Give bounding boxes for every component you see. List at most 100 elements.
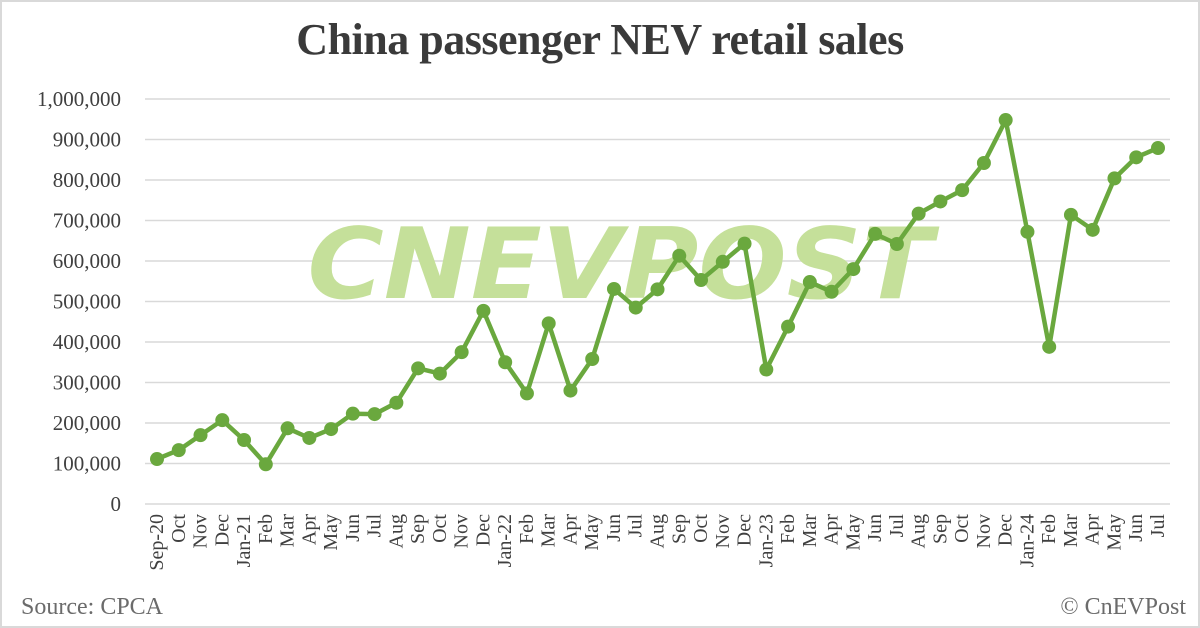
x-tick-label: Nov	[973, 514, 995, 548]
x-tick-label: Jun	[603, 514, 625, 542]
x-tick-label: Sep-20	[146, 514, 168, 571]
y-tick-label: 600,000	[53, 249, 121, 273]
data-point-marker	[476, 303, 491, 318]
x-tick-label: Mar	[1060, 514, 1082, 548]
data-point-marker	[193, 428, 208, 443]
y-tick-label: 100,000	[53, 452, 121, 476]
data-point-marker	[715, 254, 730, 269]
data-point-marker	[1107, 171, 1122, 186]
x-tick-label: Feb	[255, 514, 277, 544]
x-tick-label: Jul	[886, 514, 908, 538]
x-tick-label: Feb	[516, 514, 538, 544]
data-point-marker	[171, 443, 186, 458]
data-point-marker	[955, 183, 970, 198]
x-tick-label: Jun	[1125, 514, 1147, 542]
x-tick-label: Nov	[712, 514, 734, 548]
data-point-marker	[258, 457, 273, 472]
data-point-marker	[868, 226, 883, 241]
data-point-marker	[541, 316, 556, 331]
x-tick-label: Sep	[929, 514, 951, 544]
credit-note: © CnEVPost	[1060, 594, 1186, 620]
data-point-marker	[802, 275, 817, 290]
x-tick-label: May	[1103, 514, 1125, 551]
data-point-marker	[519, 386, 534, 401]
data-point-marker	[846, 262, 861, 277]
y-tick-label: 300,000	[53, 371, 121, 395]
data-point-marker	[237, 433, 252, 448]
y-tick-label: 1,000,000	[37, 87, 121, 111]
data-point-marker	[737, 236, 752, 251]
x-tick-label: Jul	[1147, 514, 1169, 538]
data-point-marker	[606, 281, 621, 296]
data-point-marker	[585, 352, 600, 367]
x-tick-label: May	[842, 514, 864, 551]
x-axis-labels: Sep-20 Oct Nov Dec Jan-21 Feb Mar Apr May Jun Jul A…	[146, 514, 1169, 571]
x-tick-label: Dec	[734, 514, 756, 546]
data-point-marker	[628, 300, 643, 315]
x-tick-label: Dec	[995, 514, 1017, 546]
y-tick-label: 200,000	[53, 411, 121, 435]
data-point-marker	[324, 422, 339, 437]
x-tick-label: Apr	[1082, 514, 1104, 545]
y-tick-label: 900,000	[53, 128, 121, 152]
data-point-marker	[933, 194, 948, 209]
data-point-marker	[563, 383, 578, 398]
x-tick-label: Aug	[647, 514, 669, 548]
x-tick-label: Oct	[168, 514, 190, 543]
x-tick-label: Jun	[864, 514, 886, 542]
data-point-marker	[280, 421, 295, 436]
y-tick-label: 0	[111, 492, 122, 516]
data-point-marker	[498, 355, 513, 370]
data-point-marker	[911, 206, 926, 221]
data-point-marker	[215, 413, 230, 428]
x-tick-label: Jul	[364, 514, 386, 538]
x-tick-label: Apr	[298, 514, 320, 545]
x-tick-label: Oct	[690, 514, 712, 543]
data-point-marker	[672, 248, 687, 263]
y-tick-label: 800,000	[53, 168, 121, 192]
x-tick-label: Nov	[451, 514, 473, 548]
data-point-marker	[1129, 150, 1144, 165]
data-series	[150, 113, 1165, 472]
data-point-marker	[389, 395, 404, 410]
x-tick-label: Dec	[211, 514, 233, 546]
data-point-marker	[650, 282, 665, 297]
x-tick-label: Mar	[799, 514, 821, 548]
x-tick-label: Jul	[625, 514, 647, 538]
data-point-marker	[889, 236, 904, 251]
data-point-marker	[781, 319, 796, 334]
y-tick-label: 500,000	[53, 290, 121, 314]
x-tick-label: May	[320, 514, 342, 551]
x-tick-label: Aug	[385, 514, 407, 548]
x-tick-label: May	[581, 514, 603, 551]
x-tick-label: Sep	[407, 514, 429, 544]
data-point-marker	[150, 452, 164, 467]
data-point-marker	[694, 273, 709, 288]
data-point-marker	[432, 366, 447, 381]
x-tick-label: Aug	[908, 514, 930, 548]
x-tick-label: Apr	[559, 514, 581, 545]
x-tick-label: Sep	[668, 514, 690, 544]
watermark: CNEVPOST	[308, 208, 941, 322]
data-point-marker	[411, 361, 426, 376]
data-point-marker	[1020, 224, 1035, 239]
x-tick-label: Nov	[190, 514, 212, 548]
y-axis-labels: 0 100,000 200,000 300,000 400,000 500,000 600,…	[37, 87, 121, 516]
x-tick-label: Jan-24	[1016, 514, 1038, 567]
data-point-marker	[1151, 141, 1165, 156]
x-tick-label: Feb	[1038, 514, 1060, 544]
watermark-text: CNEVPOST	[308, 208, 941, 322]
data-point-marker	[998, 113, 1013, 128]
source-note: Source: CPCA	[21, 594, 164, 620]
x-tick-label: Feb	[777, 514, 799, 544]
data-point-marker	[824, 284, 839, 299]
x-tick-label: Jan-23	[755, 514, 777, 567]
data-point-marker	[1063, 207, 1078, 222]
x-tick-label: Oct	[951, 514, 973, 543]
data-point-marker	[345, 406, 360, 421]
x-tick-label: Dec	[472, 514, 494, 546]
data-point-marker	[1085, 222, 1100, 237]
y-tick-label: 700,000	[53, 209, 121, 233]
data-point-marker	[1042, 339, 1057, 354]
